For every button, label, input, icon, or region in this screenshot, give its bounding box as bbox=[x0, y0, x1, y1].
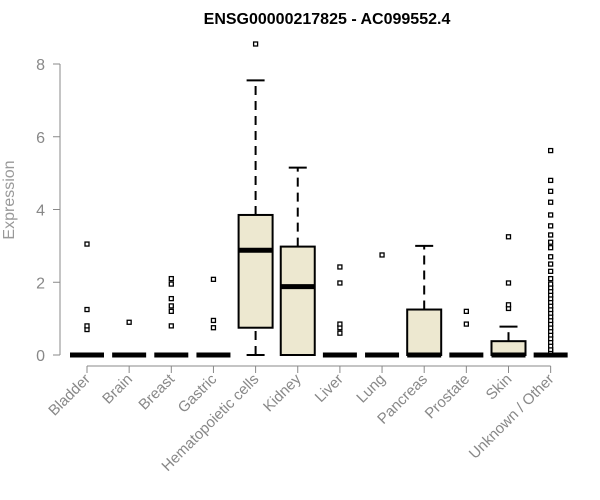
x-tick-label: Breast bbox=[135, 370, 178, 413]
outlier-point bbox=[548, 275, 554, 282]
outlier-point bbox=[548, 188, 554, 194]
outlier-point bbox=[337, 264, 343, 270]
outlier-point bbox=[548, 147, 554, 154]
outlier-point bbox=[210, 325, 217, 331]
outlier-point bbox=[168, 308, 174, 315]
outlier-point bbox=[505, 280, 512, 286]
box-group bbox=[322, 264, 357, 358]
outlier-point bbox=[337, 330, 343, 336]
outlier-point bbox=[463, 321, 470, 327]
box-group bbox=[279, 166, 316, 356]
outlier-point bbox=[210, 276, 217, 282]
outlier-point bbox=[168, 303, 174, 309]
box-group bbox=[533, 147, 568, 358]
outlier-point bbox=[548, 177, 554, 184]
outlier-point bbox=[168, 281, 174, 287]
box-group bbox=[70, 241, 104, 358]
y-axis-label: Expression bbox=[1, 160, 18, 239]
y-tick-label: 2 bbox=[36, 275, 45, 292]
box bbox=[237, 213, 274, 329]
x-tick-label: Bladder bbox=[45, 371, 94, 420]
box-group bbox=[490, 234, 527, 358]
outlier-point bbox=[548, 268, 554, 274]
outlier-point bbox=[463, 308, 470, 315]
box-group bbox=[406, 244, 443, 358]
outlier-point bbox=[379, 252, 385, 258]
outlier-point bbox=[548, 232, 554, 238]
outlier-point bbox=[548, 223, 554, 229]
x-tick-label: Prostate bbox=[422, 371, 474, 423]
outlier-point bbox=[168, 323, 174, 329]
box bbox=[406, 308, 443, 356]
x-tick-label: Brain bbox=[99, 371, 136, 408]
outlier-point bbox=[337, 280, 343, 286]
box bbox=[279, 245, 316, 356]
outlier-point bbox=[84, 241, 90, 247]
y-tick-label: 4 bbox=[36, 203, 45, 220]
outlier-point bbox=[337, 321, 343, 327]
box-group bbox=[365, 252, 400, 358]
chart-title: ENSG00000217825 - AC099552.4 bbox=[204, 11, 451, 28]
outlier-point bbox=[168, 275, 174, 282]
outlier-point bbox=[252, 41, 259, 47]
y-tick-label: 8 bbox=[36, 57, 45, 74]
outlier-point bbox=[548, 245, 554, 251]
outlier-point bbox=[505, 302, 512, 308]
outlier-point bbox=[84, 306, 90, 313]
boxes-layer bbox=[70, 41, 568, 358]
box-group bbox=[112, 319, 147, 358]
outlier-point bbox=[505, 234, 512, 240]
x-tick-label: Liver bbox=[312, 371, 347, 406]
y-axis: 0 2 4 6 8 bbox=[36, 57, 61, 365]
y-tick-label: 0 bbox=[36, 348, 45, 365]
box-group bbox=[196, 276, 231, 358]
outlier-point bbox=[548, 261, 554, 267]
outlier-point bbox=[168, 295, 174, 302]
x-tick-label: Lung bbox=[353, 371, 389, 407]
outlier-point bbox=[548, 212, 554, 218]
y-tick-label: 6 bbox=[36, 130, 45, 147]
box-group bbox=[449, 308, 484, 358]
outlier-point bbox=[548, 281, 554, 287]
outlier-point bbox=[126, 319, 132, 325]
outlier-point bbox=[548, 239, 554, 245]
outlier-point bbox=[210, 317, 217, 324]
x-tick-label: Kidney bbox=[260, 370, 305, 415]
box-group bbox=[237, 41, 274, 356]
x-tick-label: Skin bbox=[483, 371, 516, 404]
outlier-point bbox=[548, 199, 554, 205]
outlier-point bbox=[548, 254, 554, 260]
box-group bbox=[154, 275, 189, 358]
outlier-point bbox=[84, 323, 90, 329]
